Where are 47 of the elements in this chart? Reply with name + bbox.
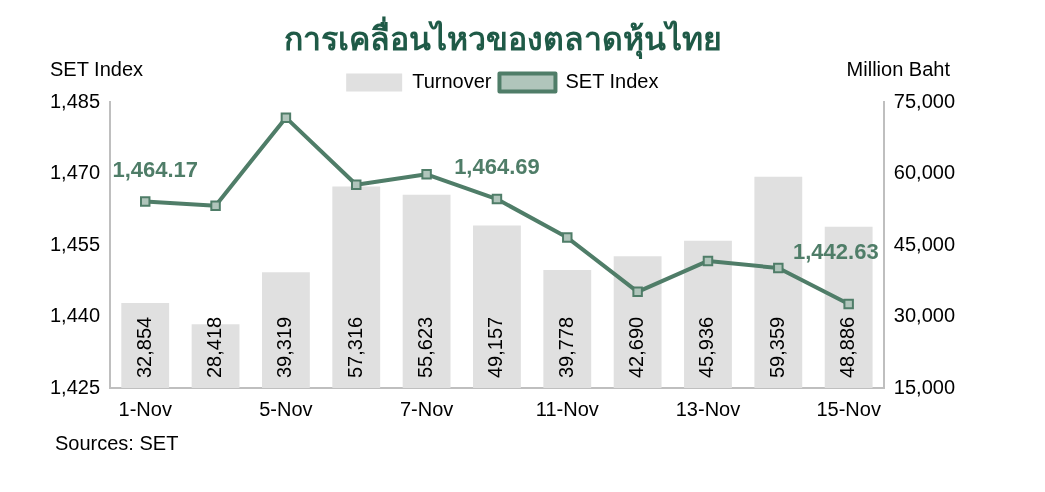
y2-tick-label: 30,000 bbox=[893, 304, 955, 327]
point bbox=[843, 298, 854, 310]
point bbox=[280, 112, 292, 123]
y-tick-label: 1,425 bbox=[49, 375, 101, 398]
point bbox=[421, 169, 432, 180]
point bbox=[702, 255, 714, 267]
y2-tick-label: 75,000 bbox=[893, 89, 955, 112]
legend-label: Turnover bbox=[412, 69, 492, 92]
data-label: 39,319 bbox=[273, 316, 296, 378]
data-label: 55,623 bbox=[414, 316, 437, 378]
y-tick-label: 1,440 bbox=[49, 304, 101, 327]
data-label: 59,359 bbox=[765, 316, 788, 378]
y2-tick-label: 15,000 bbox=[893, 375, 955, 398]
data-label: 28,418 bbox=[203, 316, 226, 378]
x-tick-label: 11-Nov bbox=[535, 397, 599, 420]
y-tick-label: 1,470 bbox=[49, 161, 101, 184]
data-label: 1,442.63 bbox=[793, 239, 879, 265]
point bbox=[491, 193, 503, 205]
x-tick-label: 7-Nov bbox=[399, 397, 454, 420]
data-label: 57,316 bbox=[343, 316, 366, 378]
point bbox=[632, 286, 643, 298]
point bbox=[773, 262, 784, 274]
y-tick-label: 1,455 bbox=[49, 232, 101, 255]
point bbox=[351, 179, 362, 190]
y2-axis-title: Million Baht bbox=[846, 57, 951, 80]
point bbox=[210, 200, 221, 211]
data-label: 1,464.17 bbox=[112, 156, 199, 182]
chart-title: การเคลื่อนไหวของตลาดหุ้นไทย bbox=[283, 16, 722, 61]
y2-tick-label: 45,000 bbox=[893, 232, 955, 255]
data-label: 45,936 bbox=[695, 316, 718, 378]
point bbox=[562, 232, 573, 243]
data-label: 42,690 bbox=[625, 316, 648, 378]
y2-tick-label: 60,000 bbox=[893, 161, 955, 184]
data-label: 39,778 bbox=[554, 316, 577, 378]
point bbox=[139, 196, 151, 207]
y-tick-label: 1,485 bbox=[49, 89, 101, 112]
x-tick-label: 5-Nov bbox=[259, 397, 313, 420]
x-tick-label: 15-Nov bbox=[816, 397, 881, 420]
data-label: 48,886 bbox=[836, 316, 859, 378]
data-label: 49,157 bbox=[484, 316, 507, 378]
y-axis-title: SET Index bbox=[50, 57, 144, 80]
source-note: Sources: SET bbox=[55, 431, 179, 454]
legend-label: SET Index bbox=[565, 69, 659, 92]
data-label: 32,854 bbox=[132, 316, 155, 378]
x-tick-label: 1-Nov bbox=[118, 397, 172, 420]
x-tick-label: 13-Nov bbox=[675, 397, 741, 420]
data-label: 1,464.69 bbox=[454, 154, 540, 180]
